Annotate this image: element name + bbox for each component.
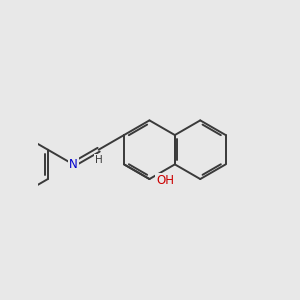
Text: N: N xyxy=(69,158,78,171)
Text: H: H xyxy=(95,155,103,165)
Text: OH: OH xyxy=(156,174,174,187)
